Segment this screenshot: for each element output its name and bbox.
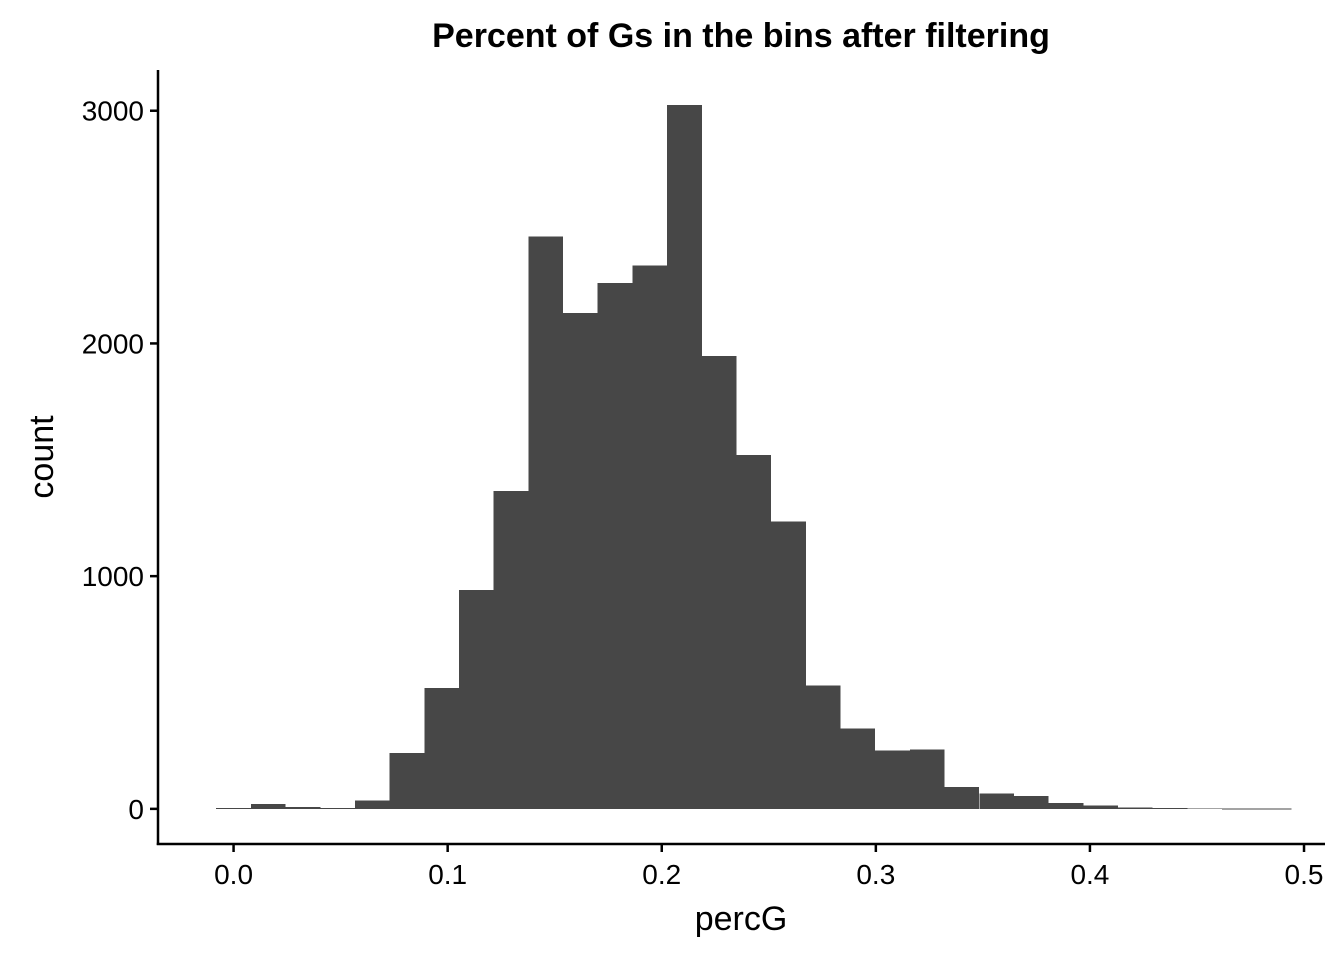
x-tick-label: 0.4 [1070,859,1109,890]
histogram-bar-11 [597,282,633,809]
histogram-bar-30 [1256,808,1292,810]
histogram-bar-6 [424,687,460,809]
histogram-bar-25 [1083,805,1118,809]
histogram-bar-17 [805,685,841,809]
histogram-bar-28 [1187,808,1223,810]
histogram-bar-18 [840,728,876,809]
histogram-bar-20 [909,749,945,809]
histogram-bar-16 [771,521,806,809]
chart-title: Percent of Gs in the bins after filterin… [432,17,1050,55]
histogram-bar-10 [563,313,598,809]
histogram-bar-13 [667,104,702,809]
histogram-bar-19 [875,750,910,809]
histogram-bar-1 [250,804,286,809]
histogram-bar-0 [216,808,251,809]
histogram-bar-15 [736,455,772,809]
histogram-bar-8 [493,491,529,809]
y-tick-label: 1000 [82,561,144,592]
y-axis-ticks: 0 1000 2000 3000 [82,96,158,825]
bars-group [216,104,1292,810]
histogram-bar-4 [354,800,390,809]
histogram-bar-9 [528,236,564,809]
y-tick-label: 3000 [82,96,144,127]
histogram-bar-12 [632,265,668,809]
histogram-bar-2 [285,807,321,809]
x-tick-label: 0.3 [856,859,895,890]
histogram-bar-26 [1117,807,1153,809]
x-tick-label: 0.2 [642,859,681,890]
histogram-bar-27 [1152,807,1188,809]
histogram-bar-7 [459,590,494,809]
y-tick-label: 2000 [82,328,144,359]
y-tick-label: 0 [128,794,144,825]
histogram-bar-5 [389,753,425,809]
x-axis-ticks: 0.0 0.1 0.2 0.3 0.4 0.5 [214,844,1323,890]
histogram-bar-3 [320,807,355,809]
x-tick-label: 0.5 [1285,859,1324,890]
histogram-bar-14 [701,356,737,809]
x-tick-label: 0.1 [428,859,467,890]
histogram-bar-22 [979,793,1014,809]
histogram-bar-21 [944,786,980,809]
histogram-bar-24 [1048,803,1084,809]
histogram-bar-23 [1013,796,1049,809]
x-axis-title: percG [695,900,788,938]
histogram-bar-29 [1222,808,1257,810]
y-axis-title: count [23,415,61,499]
x-tick-label: 0.0 [214,859,253,890]
